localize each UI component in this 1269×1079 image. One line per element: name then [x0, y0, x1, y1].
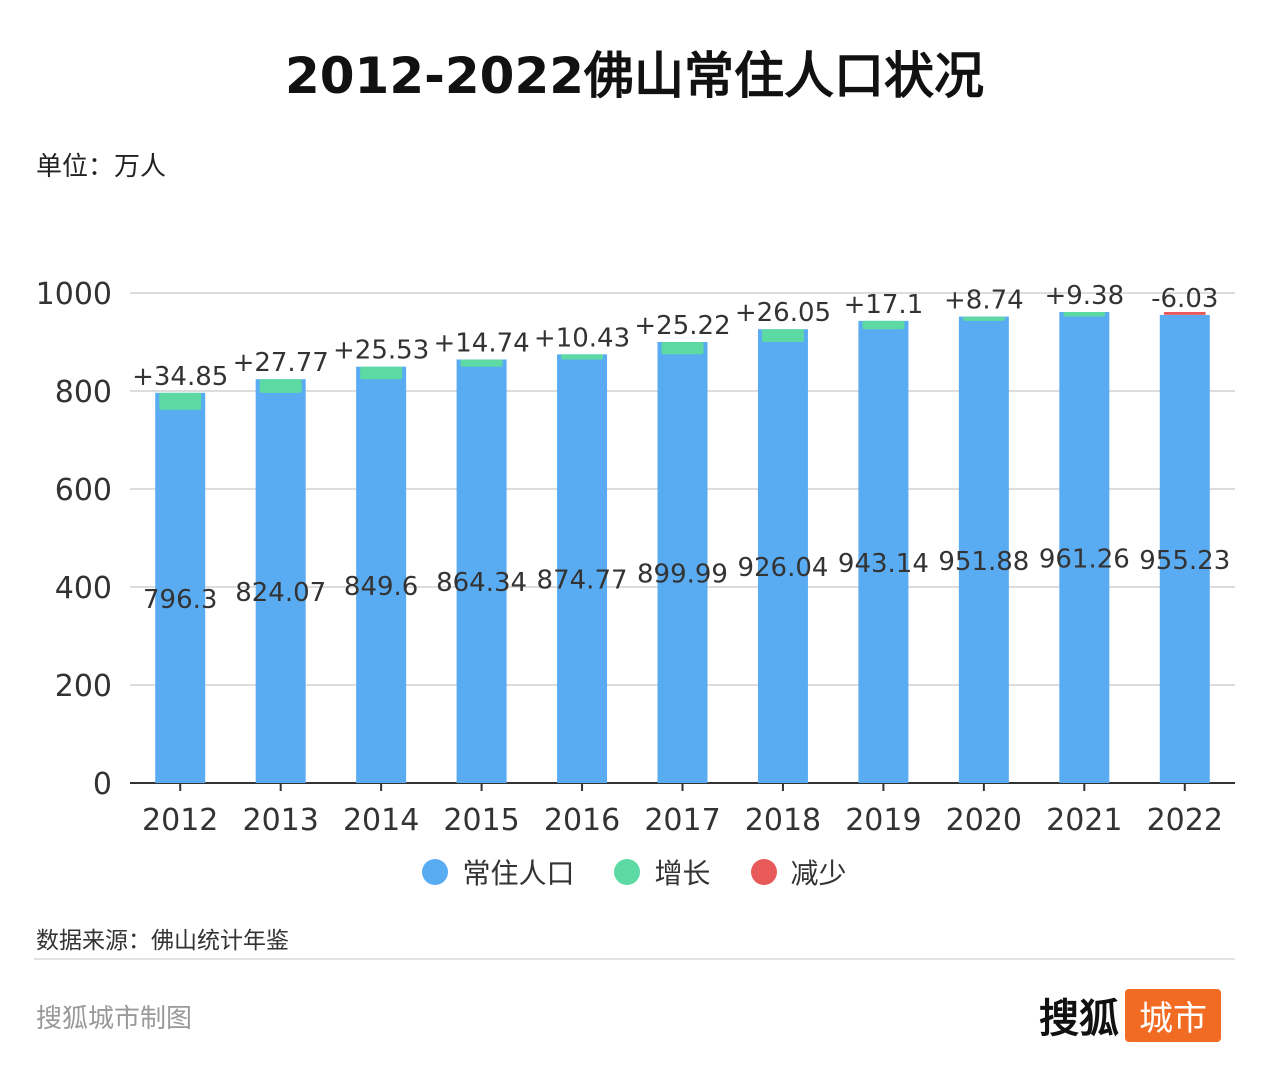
population-bar — [255, 379, 306, 783]
legend-label-decrease: 减少 — [790, 857, 847, 890]
chart-title: 2012-2022佛山常住人口状况 — [284, 47, 985, 105]
y-tick-label: 600 — [55, 473, 112, 508]
increase-segment — [661, 342, 704, 355]
change-label: +25.53 — [333, 336, 429, 366]
change-label: +34.85 — [132, 362, 228, 392]
population-bar — [958, 316, 1009, 783]
value-label: 961.26 — [1039, 544, 1130, 574]
change-label: +17.1 — [844, 290, 924, 320]
legend-item-population[interactable]: 常住人口 — [422, 852, 574, 892]
unit-label: 单位：万人 — [36, 152, 167, 182]
value-label: 796.3 — [143, 585, 217, 615]
value-label: 864.34 — [436, 568, 527, 598]
population-bar — [557, 354, 608, 783]
population-bar — [356, 366, 407, 783]
y-tick-label: 400 — [55, 571, 112, 606]
increase-segment — [561, 354, 604, 360]
legend-dot-increase — [614, 859, 641, 885]
x-tick-label: 2019 — [845, 803, 921, 838]
logo-badge-text: 城市 — [1125, 988, 1221, 1042]
x-tick-label: 2016 — [544, 803, 620, 838]
x-tick-label: 2018 — [745, 803, 821, 838]
population-bar — [155, 392, 206, 783]
increase-segment — [862, 320, 905, 330]
legend: 常住人口 增长 减少 — [0, 852, 1269, 892]
legend-dot-population — [422, 859, 449, 885]
change-label: +26.05 — [735, 298, 831, 328]
x-tick-label: 2021 — [1046, 803, 1122, 838]
legend-dot-decrease — [750, 859, 777, 885]
x-tick-label: 2012 — [142, 803, 218, 838]
increase-segment — [460, 359, 503, 367]
value-label: 849.6 — [344, 572, 418, 602]
change-label: +14.74 — [433, 328, 529, 358]
bar-chart: 0 200 400 600 800 1000 +34.85 796.3 2012 +27.77 82… — [36, 277, 1235, 838]
value-label: 899.99 — [637, 560, 728, 590]
change-label: +8.74 — [944, 286, 1024, 316]
legend-item-decrease[interactable]: 减少 — [750, 852, 847, 892]
y-tick-label: 1000 — [36, 277, 112, 312]
legend-label-increase: 增长 — [654, 857, 711, 890]
population-bar — [456, 359, 507, 783]
change-label: +10.43 — [534, 323, 630, 353]
credit-label: 搜狐城市制图 — [36, 1004, 193, 1034]
data-source: 数据来源：佛山统计年鉴 — [36, 928, 289, 954]
increase-segment — [360, 366, 403, 380]
population-bar — [1159, 314, 1210, 783]
population-bar — [1059, 311, 1110, 783]
footer-divider — [34, 958, 1235, 960]
population-bar — [757, 329, 808, 783]
value-label: 951.88 — [938, 547, 1029, 577]
x-tick-label: 2015 — [443, 803, 519, 838]
value-label: 943.14 — [838, 549, 929, 579]
legend-label-population: 常住人口 — [462, 857, 575, 890]
increase-segment — [761, 329, 804, 343]
change-label: +25.22 — [634, 311, 730, 341]
change-label: +9.38 — [1044, 281, 1124, 311]
decrease-segment — [1163, 311, 1206, 315]
sohu-city-logo: 搜狐 城市 — [1039, 986, 1221, 1044]
increase-segment — [159, 392, 202, 410]
value-label: 955.23 — [1139, 546, 1230, 576]
x-tick-label: 2014 — [343, 803, 419, 838]
y-tick-label: 200 — [55, 669, 112, 704]
increase-segment — [259, 379, 302, 393]
increase-segment — [962, 316, 1005, 321]
change-label: +27.77 — [233, 348, 329, 378]
value-label: 824.07 — [235, 578, 326, 608]
population-bar — [657, 342, 708, 783]
change-label: -6.03 — [1151, 284, 1218, 314]
x-tick-label: 2013 — [243, 803, 319, 838]
y-tick-label: 800 — [55, 375, 112, 410]
y-tick-label: 0 — [93, 767, 112, 802]
x-tick-label: 2022 — [1147, 803, 1223, 838]
population-bar — [858, 320, 909, 783]
increase-segment — [1063, 311, 1106, 317]
x-tick-label: 2020 — [946, 803, 1022, 838]
value-label: 874.77 — [537, 566, 628, 596]
legend-item-increase[interactable]: 增长 — [614, 852, 711, 892]
logo-main-text: 搜狐 — [1039, 996, 1119, 1042]
value-label: 926.04 — [737, 553, 828, 583]
x-tick-label: 2017 — [644, 803, 720, 838]
